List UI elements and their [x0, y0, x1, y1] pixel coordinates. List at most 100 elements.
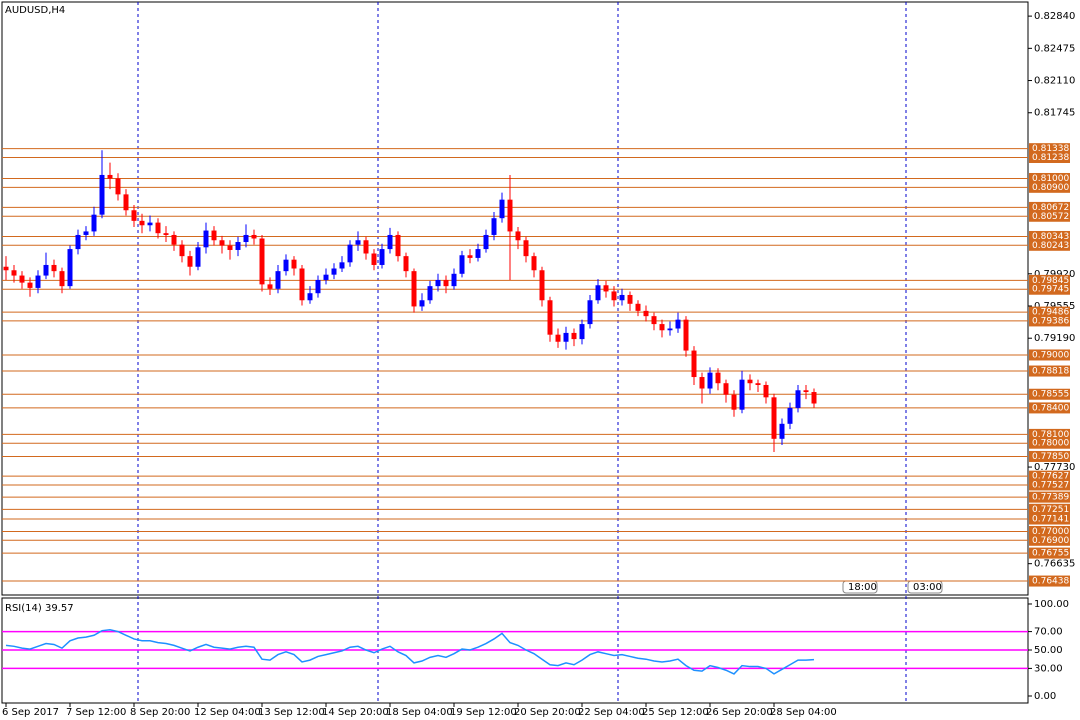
level-label: 0.77000 — [1032, 527, 1069, 537]
level-label-box — [1029, 575, 1070, 587]
candle-body — [739, 379, 745, 410]
level-label-box — [1029, 534, 1070, 546]
level-label: 0.77850 — [1032, 452, 1069, 462]
y-tick-label: 0.82475 — [1034, 43, 1075, 54]
rsi-line — [5, 628, 815, 675]
level-label-box — [1029, 479, 1070, 491]
candle-body — [291, 259, 297, 269]
candle-body — [211, 230, 217, 241]
level-label: 0.80243 — [1032, 241, 1069, 251]
candle-body — [371, 253, 377, 265]
candle-body — [595, 285, 601, 301]
candle-body — [603, 285, 609, 292]
candle-body — [347, 244, 353, 263]
level-label: 0.78000 — [1032, 439, 1069, 449]
y-tick-label: 0.79555 — [1034, 301, 1075, 312]
rsi-y-tick-label: 0.00 — [1034, 691, 1056, 702]
candle-body — [419, 300, 425, 307]
candle-body — [643, 310, 649, 317]
level-label-box — [1029, 388, 1070, 400]
candle-body — [723, 383, 729, 395]
candle-body — [691, 350, 697, 378]
candle-body — [683, 319, 689, 351]
candle-body — [331, 268, 337, 275]
candle-body — [83, 231, 89, 235]
x-tick-label: 28 Sep 04:00 — [770, 707, 837, 718]
level-label: 0.79386 — [1032, 316, 1069, 326]
candle-body — [339, 262, 345, 269]
rsi-y-tick-label: 100.00 — [1034, 599, 1069, 610]
x-tick-label: 25 Sep 12:00 — [642, 707, 709, 718]
level-label-box — [1029, 172, 1070, 184]
candle-body — [323, 274, 329, 280]
level-label: 0.76900 — [1032, 536, 1069, 546]
level-label: 0.81000 — [1032, 174, 1069, 184]
candle-body — [75, 234, 81, 250]
x-tick-label: 7 Sep 12:00 — [66, 707, 126, 718]
candle-body — [299, 268, 305, 301]
y-tick-label: 0.82110 — [1034, 76, 1075, 87]
candle-body — [403, 256, 409, 272]
candle-body — [547, 300, 553, 335]
candle-body — [99, 174, 105, 215]
candle-body — [675, 319, 681, 329]
candle-body — [51, 264, 57, 272]
candle-body — [3, 266, 9, 271]
candle-body — [803, 390, 809, 393]
candle-body — [155, 222, 161, 234]
x-tick-label: 6 Sep 2017 — [2, 707, 59, 718]
level-label-box — [1029, 513, 1070, 525]
candle-body — [731, 394, 737, 410]
level-label: 0.79486 — [1032, 308, 1069, 318]
candle-body — [67, 249, 73, 287]
candle-body — [123, 194, 129, 211]
candle-body — [507, 199, 513, 232]
level-label-box — [1029, 437, 1070, 449]
candle-body — [715, 372, 721, 384]
candle-body — [267, 284, 273, 289]
level-label: 0.81238 — [1032, 153, 1069, 163]
candle-body — [483, 234, 489, 250]
candle-body — [91, 214, 97, 232]
candle-body — [667, 328, 673, 331]
candle-body — [499, 199, 505, 219]
candle-body — [19, 275, 25, 283]
candle-body — [763, 384, 769, 398]
candle-body — [27, 282, 33, 288]
level-label: 0.77527 — [1032, 480, 1069, 490]
candle-body — [787, 407, 793, 424]
level-label: 0.76755 — [1032, 549, 1069, 559]
level-label: 0.79845 — [1032, 276, 1069, 286]
candle-body — [531, 256, 537, 271]
level-label: 0.77627 — [1032, 472, 1069, 482]
candle-body — [635, 303, 641, 311]
candle-body — [11, 270, 17, 276]
candle-body — [587, 300, 593, 325]
candle-body — [475, 249, 481, 258]
level-label: 0.78555 — [1032, 390, 1069, 400]
candle-body — [195, 247, 201, 267]
level-label-box — [1029, 349, 1070, 361]
level-label: 0.78100 — [1032, 430, 1069, 440]
candle-body — [451, 273, 457, 287]
level-label-box — [1029, 201, 1070, 213]
candle-body — [315, 279, 321, 294]
candle-body — [35, 275, 41, 288]
rsi-y-tick-label: 50.00 — [1034, 645, 1063, 656]
level-label: 0.79745 — [1032, 285, 1069, 295]
candle-body — [443, 279, 449, 287]
level-label: 0.78400 — [1032, 403, 1069, 413]
level-label-box — [1029, 306, 1070, 318]
candle-body — [779, 423, 785, 439]
level-label: 0.79000 — [1032, 350, 1069, 360]
rsi-y-tick-label: 70.00 — [1034, 627, 1063, 638]
level-label-box — [1029, 143, 1070, 155]
level-label: 0.77389 — [1032, 493, 1069, 503]
candle-body — [355, 240, 361, 245]
candle-body — [107, 174, 113, 179]
x-tick-label: 18 Sep 04:00 — [386, 707, 453, 718]
candle-body — [411, 271, 417, 307]
candle-body — [227, 245, 233, 250]
candle-body — [179, 244, 185, 257]
